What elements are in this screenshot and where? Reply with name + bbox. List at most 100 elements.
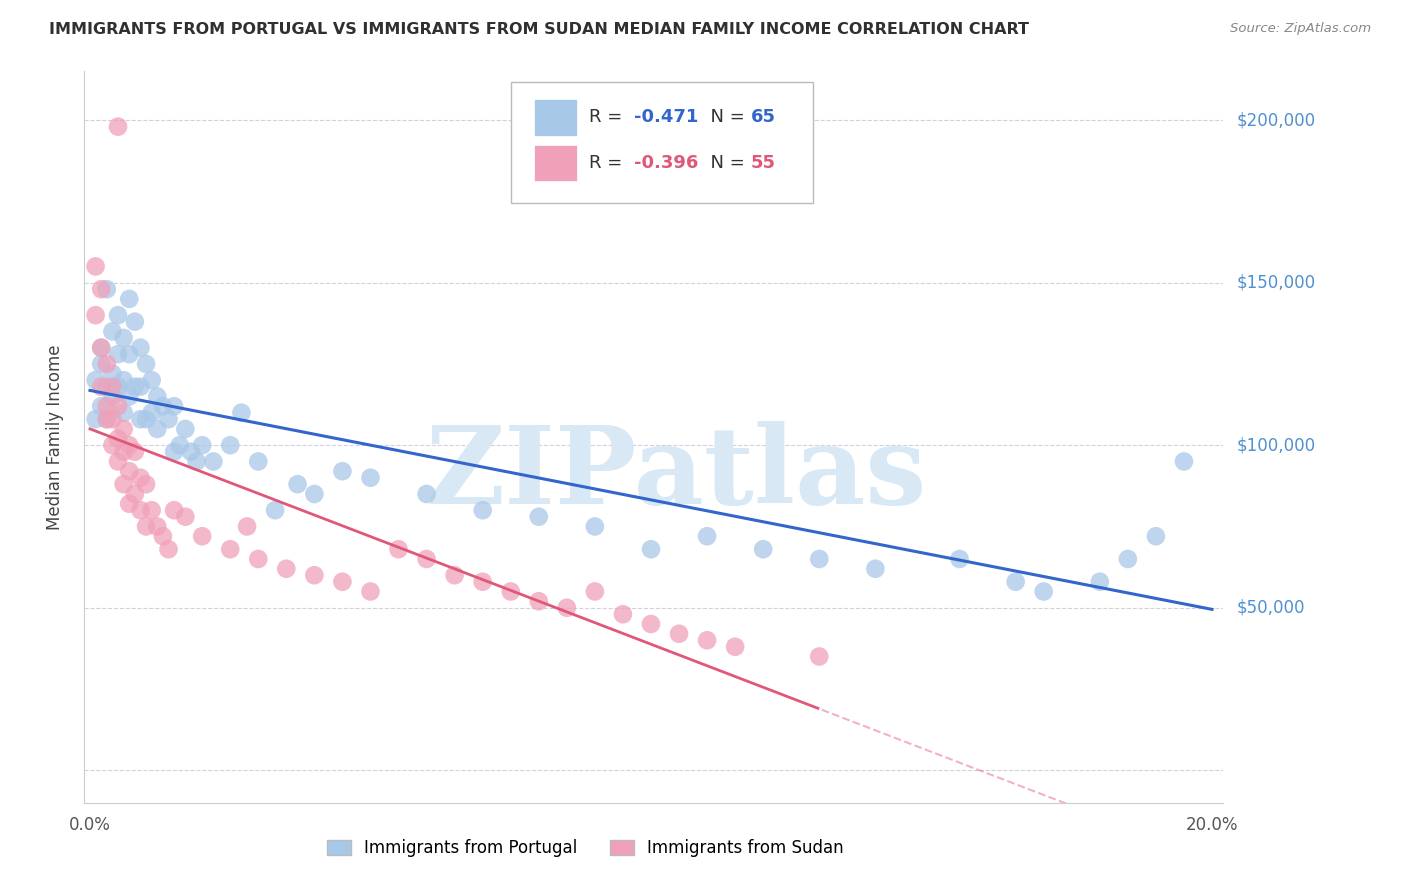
Point (124, 315, 146, 329)
Point (101, 325, 124, 339)
Point (129, 341, 152, 355)
Point (1116, 552, 1139, 566)
Point (112, 422, 135, 436)
Point (219, 438, 242, 452)
Point (107, 432, 129, 446)
Point (90, 357, 112, 371)
Point (583, 584, 606, 599)
Point (135, 477, 157, 491)
Point (101, 412, 124, 426)
Point (1088, 574, 1111, 589)
Point (236, 519, 259, 533)
Point (107, 399, 129, 413)
Point (146, 389, 169, 403)
Point (107, 308, 129, 322)
Point (118, 464, 141, 478)
Point (415, 487, 437, 501)
Text: ZIPatlas: ZIPatlas (426, 421, 927, 526)
Text: $200,000: $200,000 (1237, 112, 1316, 129)
Point (96, 357, 118, 371)
Point (640, 617, 662, 632)
Point (112, 331, 135, 345)
Point (332, 464, 354, 478)
FancyBboxPatch shape (534, 99, 578, 136)
Point (808, 649, 831, 664)
Point (129, 380, 152, 394)
Point (527, 594, 550, 608)
Point (471, 503, 494, 517)
Point (118, 347, 141, 361)
Point (865, 562, 887, 576)
Point (499, 584, 522, 599)
Text: Source: ZipAtlas.com: Source: ZipAtlas.com (1230, 22, 1371, 36)
Point (1173, 454, 1195, 468)
Text: $150,000: $150,000 (1237, 274, 1316, 292)
Point (219, 542, 242, 557)
Point (180, 444, 202, 458)
Point (527, 509, 550, 524)
Point (443, 568, 465, 582)
Point (264, 503, 287, 517)
FancyBboxPatch shape (534, 145, 578, 181)
Text: $50,000: $50,000 (1237, 599, 1306, 616)
FancyBboxPatch shape (512, 82, 813, 203)
Point (387, 542, 409, 557)
Point (415, 552, 437, 566)
Point (84, 308, 107, 322)
Point (247, 454, 270, 468)
Point (129, 412, 152, 426)
Point (112, 444, 135, 458)
Point (118, 497, 141, 511)
Point (135, 357, 157, 371)
Point (141, 373, 163, 387)
Point (332, 574, 354, 589)
Point (152, 399, 174, 413)
Point (129, 503, 152, 517)
Point (1144, 529, 1167, 543)
Point (287, 477, 309, 491)
Point (202, 454, 225, 468)
Point (90, 341, 112, 355)
Point (124, 487, 146, 501)
Point (107, 120, 129, 134)
Point (174, 422, 197, 436)
Point (1032, 584, 1054, 599)
Point (668, 626, 690, 640)
Point (163, 399, 186, 413)
Text: R =: R = (589, 109, 628, 127)
Point (1004, 574, 1026, 589)
Point (112, 406, 135, 420)
Point (696, 633, 718, 648)
Point (101, 380, 124, 394)
Point (107, 454, 129, 468)
Point (84, 412, 107, 426)
Point (163, 503, 186, 517)
Text: -0.396: -0.396 (634, 153, 699, 172)
Point (96, 412, 118, 426)
Text: R =: R = (589, 153, 628, 172)
Text: $100,000: $100,000 (1237, 436, 1316, 454)
Point (555, 600, 578, 615)
Point (276, 562, 298, 576)
Point (146, 422, 169, 436)
Point (247, 552, 270, 566)
Point (84, 260, 107, 274)
Point (304, 487, 326, 501)
Point (101, 367, 124, 381)
Point (304, 568, 326, 582)
Point (163, 444, 186, 458)
Point (612, 607, 634, 622)
Point (359, 584, 381, 599)
Point (141, 503, 163, 517)
Point (640, 542, 662, 557)
Point (724, 640, 747, 654)
Point (135, 412, 157, 426)
Point (101, 389, 124, 403)
Text: N =: N = (699, 109, 751, 127)
Point (112, 373, 135, 387)
Point (118, 292, 141, 306)
Point (84, 373, 107, 387)
Point (191, 529, 214, 543)
Point (191, 438, 214, 452)
Point (948, 552, 970, 566)
